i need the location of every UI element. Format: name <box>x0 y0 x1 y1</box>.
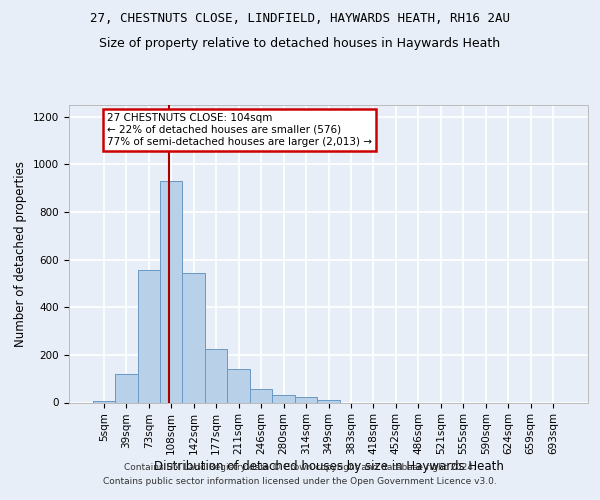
Bar <box>295 398 317 402</box>
Text: Contains public sector information licensed under the Open Government Licence v3: Contains public sector information licen… <box>103 478 497 486</box>
Text: Contains HM Land Registry data © Crown copyright and database right 2024.: Contains HM Land Registry data © Crown c… <box>124 462 476 471</box>
Bar <box>250 388 272 402</box>
Bar <box>227 369 250 402</box>
Text: 27, CHESTNUTS CLOSE, LINDFIELD, HAYWARDS HEATH, RH16 2AU: 27, CHESTNUTS CLOSE, LINDFIELD, HAYWARDS… <box>90 12 510 26</box>
Text: Size of property relative to detached houses in Haywards Heath: Size of property relative to detached ho… <box>100 38 500 51</box>
Bar <box>137 270 160 402</box>
Bar <box>272 394 295 402</box>
Bar <box>205 349 227 403</box>
Y-axis label: Number of detached properties: Number of detached properties <box>14 161 28 347</box>
Bar <box>115 374 137 402</box>
Bar <box>160 181 182 402</box>
Bar <box>317 400 340 402</box>
Bar <box>182 273 205 402</box>
Bar <box>92 400 115 402</box>
X-axis label: Distribution of detached houses by size in Haywards Heath: Distribution of detached houses by size … <box>154 460 503 473</box>
Text: 27 CHESTNUTS CLOSE: 104sqm
← 22% of detached houses are smaller (576)
77% of sem: 27 CHESTNUTS CLOSE: 104sqm ← 22% of deta… <box>107 114 372 146</box>
